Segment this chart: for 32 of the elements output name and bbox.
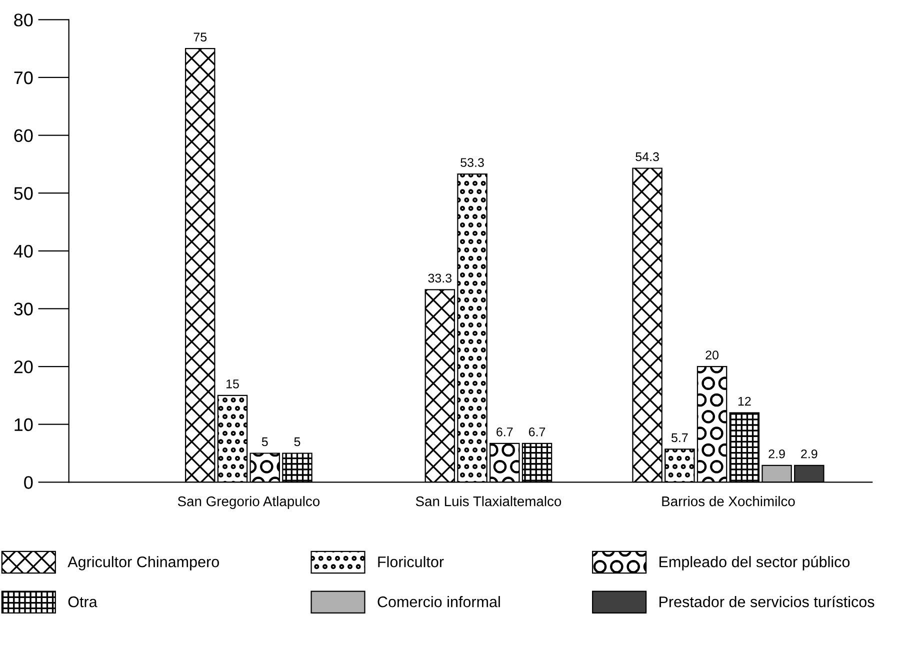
data-label: 15 bbox=[226, 380, 239, 388]
data-label: 20 bbox=[706, 350, 719, 360]
data-label: 5.7 bbox=[671, 433, 688, 442]
y-tick-label: 40 bbox=[14, 244, 33, 258]
y-tick-label: 0 bbox=[24, 476, 33, 489]
x-tick-label: San Gregorio Atlapulco bbox=[178, 496, 320, 509]
y-tick-label: 80 bbox=[14, 14, 33, 26]
legend-label: Otra bbox=[68, 596, 98, 608]
y-tick-label: 30 bbox=[14, 302, 33, 316]
data-label: 6.7 bbox=[528, 427, 546, 436]
data-label: 53.3 bbox=[460, 158, 484, 167]
data-label: 2.9 bbox=[801, 449, 818, 458]
data-label: 2.9 bbox=[768, 449, 785, 458]
data-label: 12 bbox=[738, 396, 751, 406]
legend-label: Comercio informal bbox=[378, 596, 500, 608]
legend-label: Empleado del sector público bbox=[660, 556, 850, 570]
data-label: 5 bbox=[294, 437, 300, 446]
data-label: 33.3 bbox=[428, 274, 452, 283]
data-label: 54.3 bbox=[636, 152, 659, 162]
y-tick-label: 10 bbox=[14, 418, 33, 432]
legend-label: Prestador de servicios turísticos bbox=[660, 596, 874, 608]
data-label: 5 bbox=[262, 437, 268, 446]
legend-label: Floricultor bbox=[378, 556, 444, 568]
x-tick-label: Barrios de Xochimilco bbox=[662, 496, 795, 506]
data-label: 75 bbox=[194, 32, 207, 42]
y-tick-label: 70 bbox=[14, 71, 33, 84]
data-label: 6.7 bbox=[496, 427, 513, 436]
legend-label: Agricultor Chinampero bbox=[68, 556, 219, 570]
y-tick-label: 60 bbox=[14, 129, 33, 142]
y-tick-label: 20 bbox=[14, 360, 33, 374]
y-tick-label: 50 bbox=[14, 187, 33, 200]
x-tick-label: San Luis Tlaxialtemalco bbox=[416, 496, 562, 506]
